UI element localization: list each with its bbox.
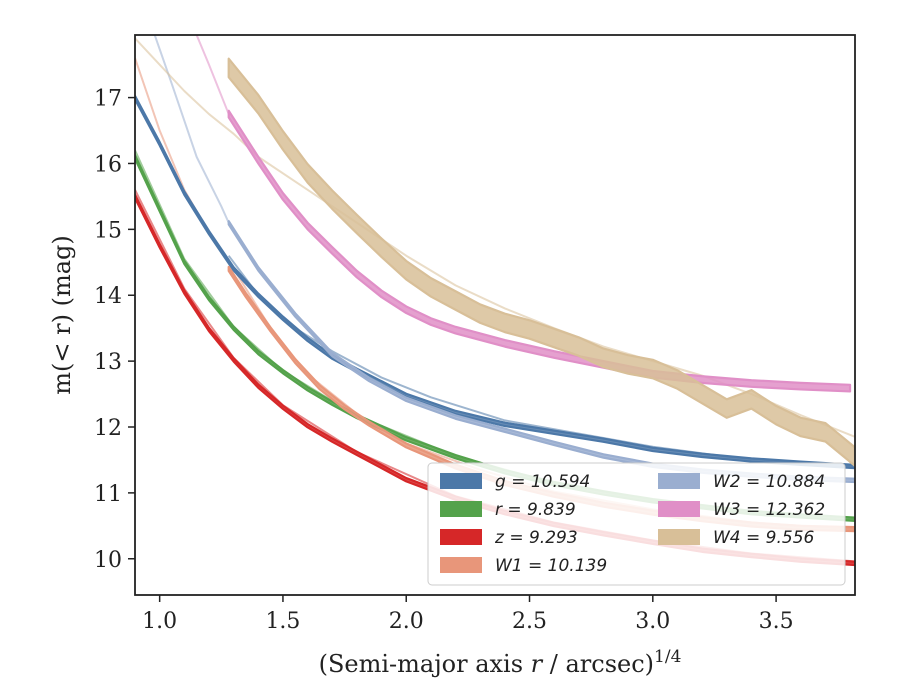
x-tick-label: 2.5 <box>512 609 547 634</box>
legend-swatch-z <box>440 529 482 545</box>
x-tick-label: 3.5 <box>759 609 794 634</box>
legend-label-w1: W1 = 10.139 <box>495 556 607 576</box>
legend-swatch-g <box>440 473 482 489</box>
legend-label-r: r = 9.839 <box>495 500 576 520</box>
series-faint-w4 <box>135 37 855 438</box>
legend-label-w2: W2 = 10.884 <box>713 472 825 492</box>
y-tick-label: 11 <box>94 482 122 507</box>
y-axis-label: m(< r) (mag) <box>48 235 76 394</box>
series-band-w4 <box>227 57 855 467</box>
x-tick-label: 1.0 <box>142 609 177 634</box>
legend-swatch-w1 <box>440 557 482 573</box>
y-tick-label: 16 <box>94 152 122 177</box>
series-band-w3 <box>227 109 852 393</box>
x-axis-label: (Semi-major axis r / arcsec)1/4 <box>319 647 682 678</box>
series-band-g <box>135 94 855 470</box>
y-tick-label: 10 <box>94 548 122 573</box>
series-faint-w2 <box>153 35 230 224</box>
legend-label-z: z = 9.293 <box>494 528 578 548</box>
y-tick-label: 12 <box>94 416 122 441</box>
y-tick-label: 14 <box>94 284 122 309</box>
x-tick-label: 1.5 <box>265 609 300 634</box>
series-band-w2 <box>227 220 855 484</box>
legend-swatch-w2 <box>658 473 700 489</box>
legend-label-w3: W3 = 12.362 <box>713 500 825 520</box>
series-band-r <box>135 154 855 522</box>
legend-label-w4: W4 = 9.556 <box>713 528 815 548</box>
legend: g = 10.594 r = 9.839 z = 9.293 W1 = 10.139 W… <box>427 462 846 586</box>
x-axis-ticks: 1.0 1.5 2.0 2.5 3.0 3.5 <box>142 595 794 634</box>
y-tick-label: 13 <box>94 350 122 375</box>
legend-swatch-r <box>440 501 482 517</box>
y-axis-ticks: 10 11 12 13 14 15 16 17 <box>94 87 135 573</box>
series-bands <box>135 57 855 567</box>
legend-box <box>427 462 846 586</box>
plot-frame <box>134 34 856 596</box>
y-tick-label: 17 <box>94 87 122 112</box>
y-tick-label: 15 <box>94 218 122 243</box>
legend-swatch-w3 <box>658 501 700 517</box>
series-band-z <box>135 193 855 567</box>
series-band-w1 <box>227 265 855 533</box>
x-tick-label: 3.0 <box>635 609 670 634</box>
series-faint-w3 <box>195 35 230 115</box>
legend-label-g: g = 10.594 <box>495 472 590 492</box>
legend-swatch-w4 <box>658 529 700 545</box>
x-tick-label: 2.0 <box>389 609 424 634</box>
